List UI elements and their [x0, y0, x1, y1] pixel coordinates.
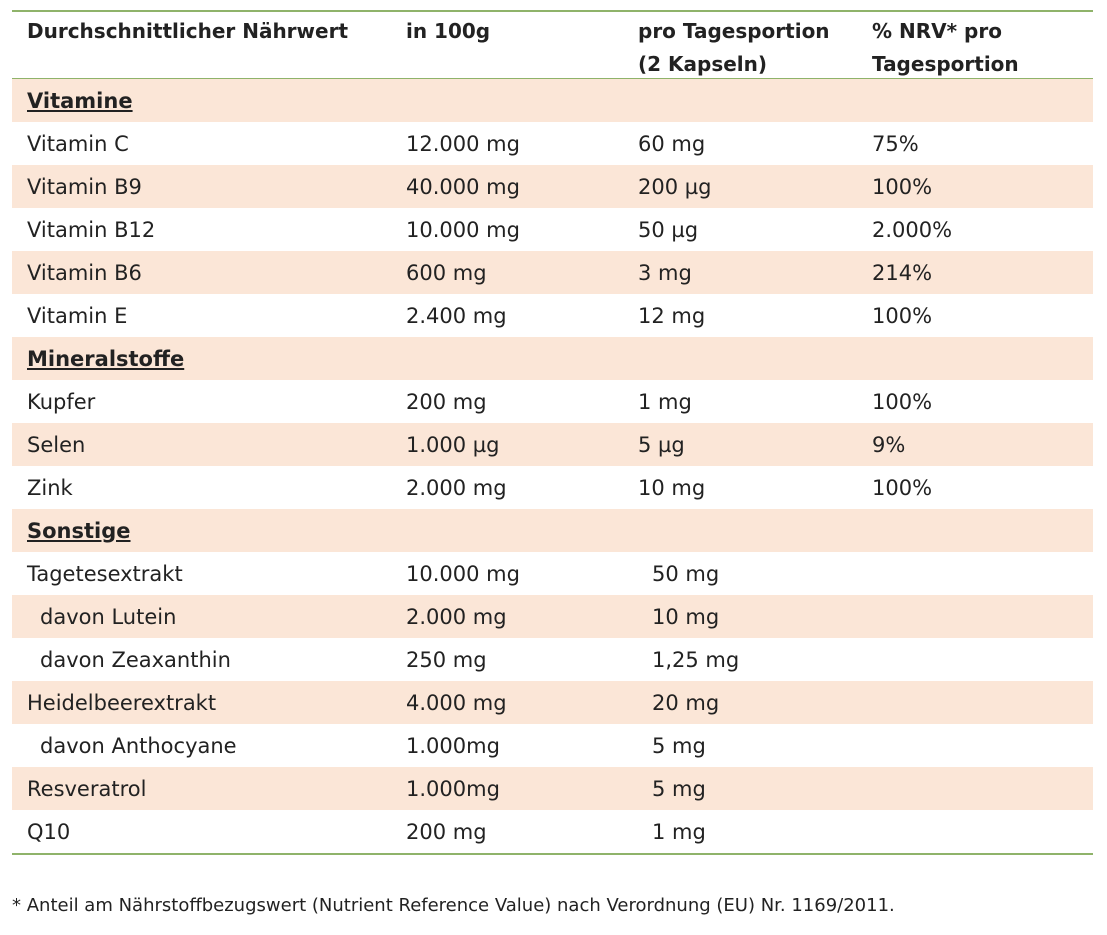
nutrient-name: Tagetesextrakt [27, 561, 183, 586]
value-daily: 10 mg [638, 475, 706, 500]
section-row-sonstige: Sonstige [12, 509, 1093, 552]
value-daily: 3 mg [638, 260, 692, 285]
value-daily: 60 mg [638, 131, 706, 156]
table-row: Vitamin B12 10.000 mg 50 µg 2.000% [12, 208, 1093, 251]
nutrient-name: Kupfer [27, 389, 96, 414]
header-daily-line1: pro Tagesportion [638, 19, 830, 43]
value-daily: 20 mg [652, 690, 720, 715]
nutrient-name: Heidelbeerextrakt [27, 690, 217, 715]
value-per-100g: 2.000 mg [406, 604, 507, 629]
value-per-100g: 10.000 mg [406, 217, 520, 242]
table-row: Kupfer 200 mg 1 mg 100% [12, 380, 1093, 423]
nutrient-name: davon Zeaxanthin [40, 647, 231, 672]
nutrient-name: Q10 [27, 819, 71, 844]
table-row: Selen 1.000 µg 5 µg 9% [12, 423, 1093, 466]
nutrient-name: Vitamin B9 [27, 174, 142, 199]
value-daily: 50 mg [652, 561, 720, 586]
value-daily: 1,25 mg [652, 647, 740, 672]
value-per-100g: 40.000 mg [406, 174, 520, 199]
nutrition-table: Durchschnittlicher Nährwert in 100g pro … [12, 10, 1093, 855]
header-per-100g: in 100g [406, 19, 491, 43]
value-nrv: 9% [872, 432, 906, 457]
table-row: davon Lutein 2.000 mg 10 mg [12, 595, 1093, 638]
header-nrv-line2: Tagesportion [872, 52, 1019, 76]
section-title: Mineralstoffe [27, 346, 185, 371]
value-per-100g: 1.000mg [406, 776, 500, 801]
value-nrv: 75% [872, 131, 919, 156]
value-per-100g: 200 mg [406, 819, 487, 844]
value-per-100g: 200 mg [406, 389, 487, 414]
value-daily: 1 mg [652, 819, 706, 844]
header-daily-line2: (2 Kapseln) [638, 52, 768, 76]
section-title: Sonstige [27, 518, 131, 543]
table-row: Vitamin B9 40.000 mg 200 µg 100% [12, 165, 1093, 208]
table-row: davon Zeaxanthin 250 mg 1,25 mg [12, 638, 1093, 681]
nutrient-name: davon Anthocyane [40, 733, 237, 758]
nutrient-name: Vitamin B6 [27, 260, 142, 285]
value-daily: 12 mg [638, 303, 706, 328]
value-per-100g: 600 mg [406, 260, 487, 285]
section-row-mineralstoffe: Mineralstoffe [12, 337, 1093, 380]
table-row: davon Anthocyane 1.000mg 5 mg [12, 724, 1093, 767]
nutrient-name: Selen [27, 432, 86, 457]
value-daily: 5 mg [652, 776, 706, 801]
nutrient-name: Vitamin E [27, 303, 128, 328]
table-row: Resveratrol 1.000mg 5 mg [12, 767, 1093, 810]
nutrient-name: Vitamin B12 [27, 217, 156, 242]
table-row: Vitamin E 2.400 mg 12 mg 100% [12, 294, 1093, 337]
nutrient-name: Zink [27, 475, 73, 500]
table-row: Heidelbeerextrakt 4.000 mg 20 mg [12, 681, 1093, 724]
value-daily: 5 µg [638, 432, 685, 457]
value-nrv: 100% [872, 174, 933, 199]
section-row-vitamine: Vitamine [12, 79, 1093, 122]
value-per-100g: 1.000mg [406, 733, 500, 758]
value-per-100g: 12.000 mg [406, 131, 520, 156]
value-daily: 200 µg [638, 174, 712, 199]
value-per-100g: 2.400 mg [406, 303, 507, 328]
section-title: Vitamine [27, 88, 133, 113]
header-nrv: % NRV* pro Tagesportion [859, 12, 1093, 81]
table-header-row: Durchschnittlicher Nährwert in 100g pro … [12, 12, 1093, 79]
header-nrv-line1: % NRV* pro [872, 19, 1002, 43]
table-row: Tagetesextrakt 10.000 mg 50 mg [12, 552, 1093, 595]
value-per-100g: 10.000 mg [406, 561, 520, 586]
value-daily: 1 mg [638, 389, 692, 414]
value-daily: 10 mg [652, 604, 720, 629]
value-per-100g: 250 mg [406, 647, 487, 672]
value-per-100g: 2.000 mg [406, 475, 507, 500]
table-row: Vitamin C 12.000 mg 60 mg 75% [12, 122, 1093, 165]
value-daily: 5 mg [652, 733, 706, 758]
value-nrv: 100% [872, 475, 933, 500]
table-row: Q10 200 mg 1 mg [12, 810, 1093, 853]
nutrient-name: davon Lutein [40, 604, 177, 629]
header-per-daily-portion: pro Tagesportion (2 Kapseln) [624, 12, 859, 81]
footnote: * Anteil am Nährstoffbezugswert (Nutrien… [12, 895, 895, 916]
nutrient-name: Vitamin C [27, 131, 129, 156]
value-nrv: 2.000% [872, 217, 953, 242]
nutrient-name: Resveratrol [27, 776, 147, 801]
table-row: Zink 2.000 mg 10 mg 100% [12, 466, 1093, 509]
header-nutrient: Durchschnittlicher Nährwert [27, 19, 349, 43]
table-row: Vitamin B6 600 mg 3 mg 214% [12, 251, 1093, 294]
value-per-100g: 1.000 µg [406, 432, 500, 457]
value-daily: 50 µg [638, 217, 699, 242]
value-nrv: 100% [872, 389, 933, 414]
value-nrv: 100% [872, 303, 933, 328]
value-per-100g: 4.000 mg [406, 690, 507, 715]
value-nrv: 214% [872, 260, 933, 285]
